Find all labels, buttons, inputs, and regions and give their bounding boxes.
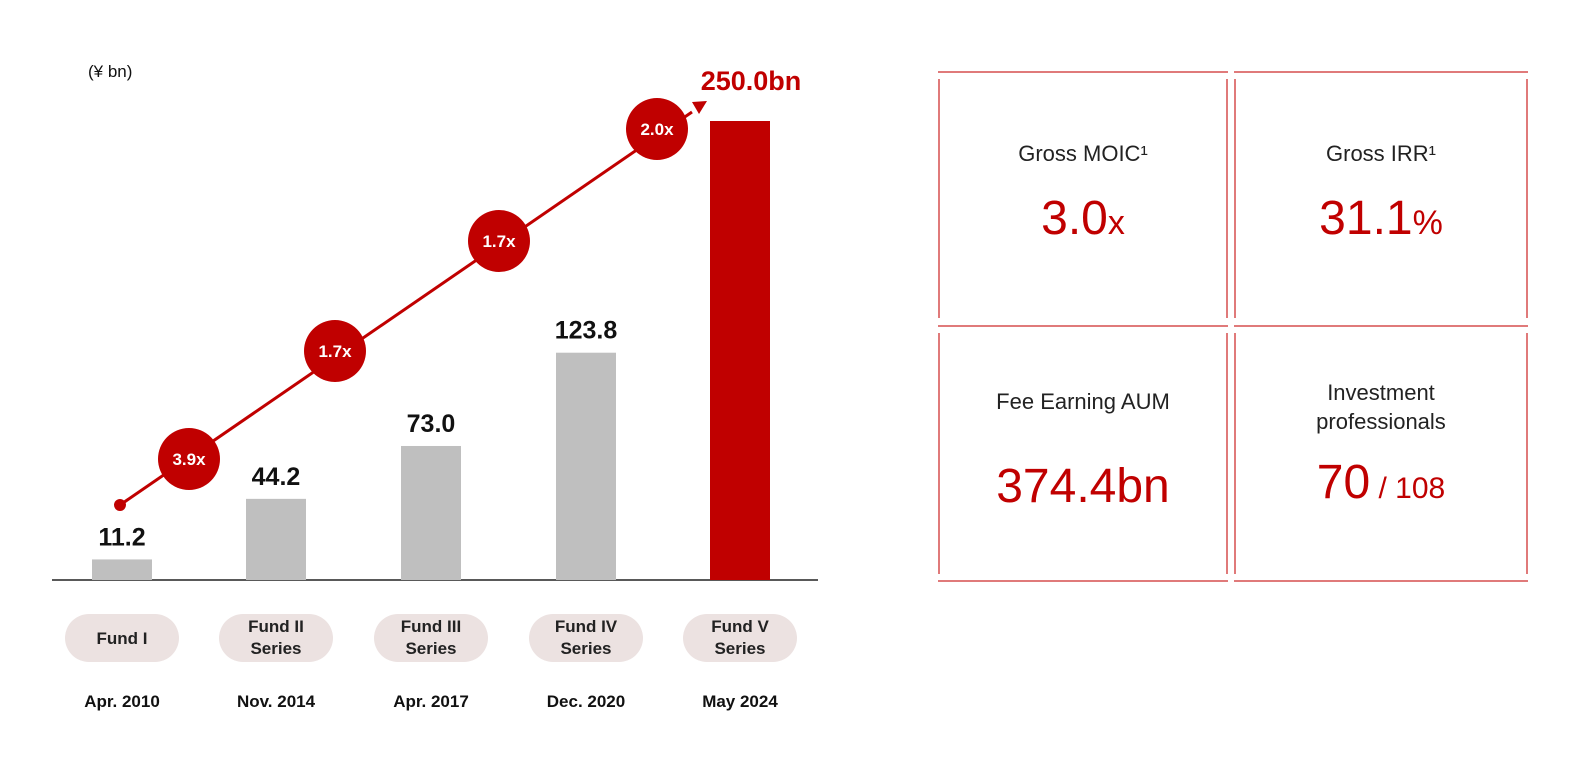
fund-name-5: Fund V Series <box>711 617 769 658</box>
fund-date-1: Apr. 2010 <box>84 692 160 711</box>
growth-badge-1 <box>158 428 220 490</box>
bar-5 <box>710 121 770 580</box>
growth-trend-line <box>119 110 693 507</box>
fund-pill-3 <box>374 614 488 662</box>
fund-date-2: Nov. 2014 <box>237 692 316 711</box>
gross-irr-tile: Gross IRR¹ 31.1% <box>1234 71 1528 326</box>
investment-professionals-tile: Investment professionals 70 / 108 <box>1234 325 1528 582</box>
fund-name-1: Fund I <box>97 629 148 648</box>
value-label-1: 11.2 <box>98 523 145 551</box>
gross-moic-tile: Gross MOIC¹ 3.0x <box>938 71 1228 326</box>
growth-multiple-3: 1.7x <box>482 232 516 251</box>
fund-date-3: Apr. 2017 <box>393 692 469 711</box>
fee-earning-aum-value: 374.4bn <box>996 460 1170 513</box>
bar-1 <box>92 559 152 580</box>
value-label-2: 44.2 <box>252 463 301 491</box>
fee-earning-aum-tile: Fee Earning AUM 374.4bn <box>938 325 1228 582</box>
investment-professionals-value: 70 / 108 <box>1316 456 1446 509</box>
trend-start-dot <box>114 499 126 511</box>
fee-earning-aum-label: Fee Earning AUM <box>996 389 1170 414</box>
gross-irr-value: 31.1% <box>1319 192 1443 245</box>
unit-label: (¥ bn) <box>88 62 133 81</box>
gross-moic-label: Gross MOIC¹ <box>1018 141 1148 166</box>
value-label-3: 73.0 <box>407 410 456 438</box>
value-label-4: 123.8 <box>555 317 618 345</box>
fund-pill-5 <box>683 614 797 662</box>
gross-moic-value: 3.0x <box>1041 192 1125 245</box>
investment-professionals-label: Investment professionals <box>1316 380 1446 434</box>
fund-pill-4 <box>529 614 643 662</box>
fund-name-2: Fund II Series <box>248 617 304 658</box>
fund-name-3: Fund III Series <box>401 617 461 658</box>
fund-size-chart: 11.2 44.2 73.0 123.8 250.0bn 3.9x 1.7x 1.7x 2.0x… <box>52 66 818 711</box>
fund-date-5: May 2024 <box>702 692 778 711</box>
growth-badge-3 <box>468 210 530 272</box>
bar-2 <box>246 498 306 580</box>
bar-4 <box>556 352 616 580</box>
growth-multiple-1: 3.9x <box>172 450 206 469</box>
value-label-5: 250.0bn <box>701 66 802 96</box>
growth-multiple-2: 1.7x <box>318 342 352 361</box>
fund-pill-2 <box>219 614 333 662</box>
growth-multiple-4: 2.0x <box>640 120 674 139</box>
bar-3 <box>401 445 461 580</box>
trend-arrowhead <box>692 101 707 114</box>
fund-pill-1 <box>65 614 179 662</box>
fund-date-4: Dec. 2020 <box>547 692 625 711</box>
fund-name-4: Fund IV Series <box>555 617 618 658</box>
growth-badge-4 <box>626 98 688 160</box>
growth-badge-2 <box>304 320 366 382</box>
gross-irr-label: Gross IRR¹ <box>1326 141 1436 166</box>
